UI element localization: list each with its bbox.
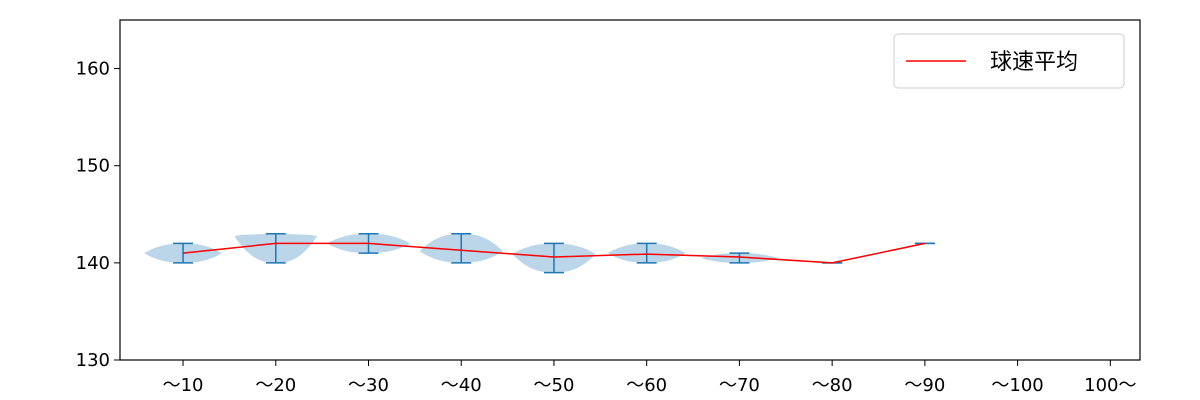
y-axis: 130 140 150 160: [76, 59, 120, 371]
x-tick-label: ～50: [534, 375, 575, 396]
y-tick-label: 160: [76, 59, 110, 80]
y-tick-label: 130: [76, 350, 110, 371]
mean-line: [183, 242, 926, 264]
x-tick-label: 100～: [1084, 375, 1136, 396]
violin-2: [234, 232, 318, 264]
x-axis: ～10 ～20 ～30 ～40 ～50 ～60 ～70 ～80 ～90 ～100 100～: [163, 360, 1137, 396]
x-tick-label: ～30: [348, 375, 389, 396]
legend-label: 球速平均: [990, 50, 1078, 75]
y-tick-label: 150: [76, 156, 110, 177]
y-tick-label: 140: [76, 253, 110, 274]
violin-4: [420, 232, 503, 264]
x-tick-label: ～20: [255, 375, 296, 396]
x-tick-label: ～60: [626, 375, 667, 396]
violin-7: [700, 252, 779, 264]
x-tick-label: ～10: [163, 375, 204, 396]
violin-1: [144, 242, 222, 264]
legend: 球速平均: [893, 33, 1125, 89]
x-tick-label: ～100: [991, 375, 1043, 396]
mean-line-group: [183, 242, 926, 264]
x-tick-label: ～90: [904, 375, 945, 396]
x-tick-label: ～80: [812, 375, 853, 396]
x-tick-label: ～70: [719, 375, 760, 396]
violin-5: [512, 242, 596, 274]
x-tick-label: ～40: [441, 375, 482, 396]
legend-box: [893, 33, 1125, 89]
violin-6: [607, 242, 686, 264]
